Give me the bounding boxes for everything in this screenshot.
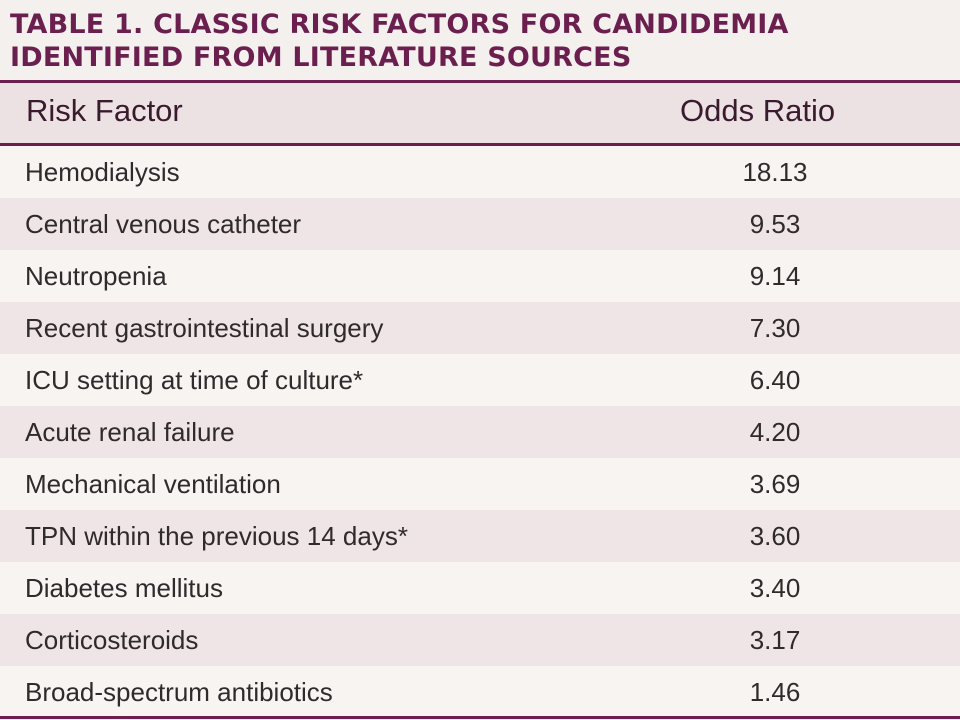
odds-ratio-cell: 1.46 <box>749 677 801 707</box>
header-rule <box>0 143 960 146</box>
table-row: ICU setting at time of culture* 6.40 <box>0 354 960 406</box>
odds-ratio-cell: 4.20 <box>749 417 801 447</box>
odds-ratio-cell: 9.53 <box>749 209 801 239</box>
risk-factor-cell: Mechanical ventilation <box>25 469 281 499</box>
bottom-rule <box>0 716 960 719</box>
risk-factor-cell: Broad-spectrum antibiotics <box>25 677 333 707</box>
table-row: Recent gastrointestinal surgery 7.30 <box>0 302 960 354</box>
odds-ratio-cell: 9.14 <box>749 261 801 291</box>
table-row: Mechanical ventilation 3.69 <box>0 458 960 510</box>
table-title-line-2: IDENTIFIED FROM LITERATURE SOURCES <box>10 42 632 73</box>
odds-ratio-cell: 18.13 <box>742 157 808 187</box>
risk-factor-cell: Hemodialysis <box>25 157 180 187</box>
odds-ratio-cell: 3.40 <box>749 573 801 603</box>
column-header-risk-factor: Risk Factor <box>26 93 183 128</box>
odds-ratio-cell: 3.17 <box>749 625 801 655</box>
column-header-odds-ratio: Odds Ratio <box>680 93 836 128</box>
odds-ratio-cell: 3.60 <box>749 521 801 551</box>
risk-factor-cell: Recent gastrointestinal surgery <box>25 313 384 343</box>
table-title-line-1: TABLE 1. CLASSIC RISK FACTORS FOR CANDID… <box>10 9 789 40</box>
odds-ratio-cell: 6.40 <box>749 365 801 395</box>
table-row: Neutropenia 9.14 <box>0 250 960 302</box>
top-rule <box>0 80 960 83</box>
risk-factor-cell: Acute renal failure <box>25 417 235 447</box>
table-row: Broad-spectrum antibiotics 1.46 <box>0 666 960 718</box>
risk-factor-cell: ICU setting at time of culture* <box>25 365 364 395</box>
table-header-row: Risk Factor Odds Ratio <box>0 83 960 143</box>
table-body: Hemodialysis 18.13 Central venous cathet… <box>0 146 960 718</box>
table-row: Diabetes mellitus 3.40 <box>0 562 960 614</box>
risk-factor-cell: Central venous catheter <box>25 209 302 239</box>
odds-ratio-cell: 3.69 <box>749 469 801 499</box>
table-row: Hemodialysis 18.13 <box>0 146 960 198</box>
risk-factor-cell: Corticosteroids <box>25 625 199 655</box>
table-row: Central venous catheter 9.53 <box>0 198 960 250</box>
table-row: Corticosteroids 3.17 <box>0 614 960 666</box>
table-row: Acute renal failure 4.20 <box>0 406 960 458</box>
risk-factor-cell: TPN within the previous 14 days* <box>25 521 408 551</box>
odds-ratio-cell: 7.30 <box>749 313 801 343</box>
table-row: TPN within the previous 14 days* 3.60 <box>0 510 960 562</box>
table-title: TABLE 1. CLASSIC RISK FACTORS FOR CANDID… <box>10 8 940 74</box>
risk-factor-cell: Diabetes mellitus <box>25 573 223 603</box>
risk-factor-cell: Neutropenia <box>25 261 167 291</box>
